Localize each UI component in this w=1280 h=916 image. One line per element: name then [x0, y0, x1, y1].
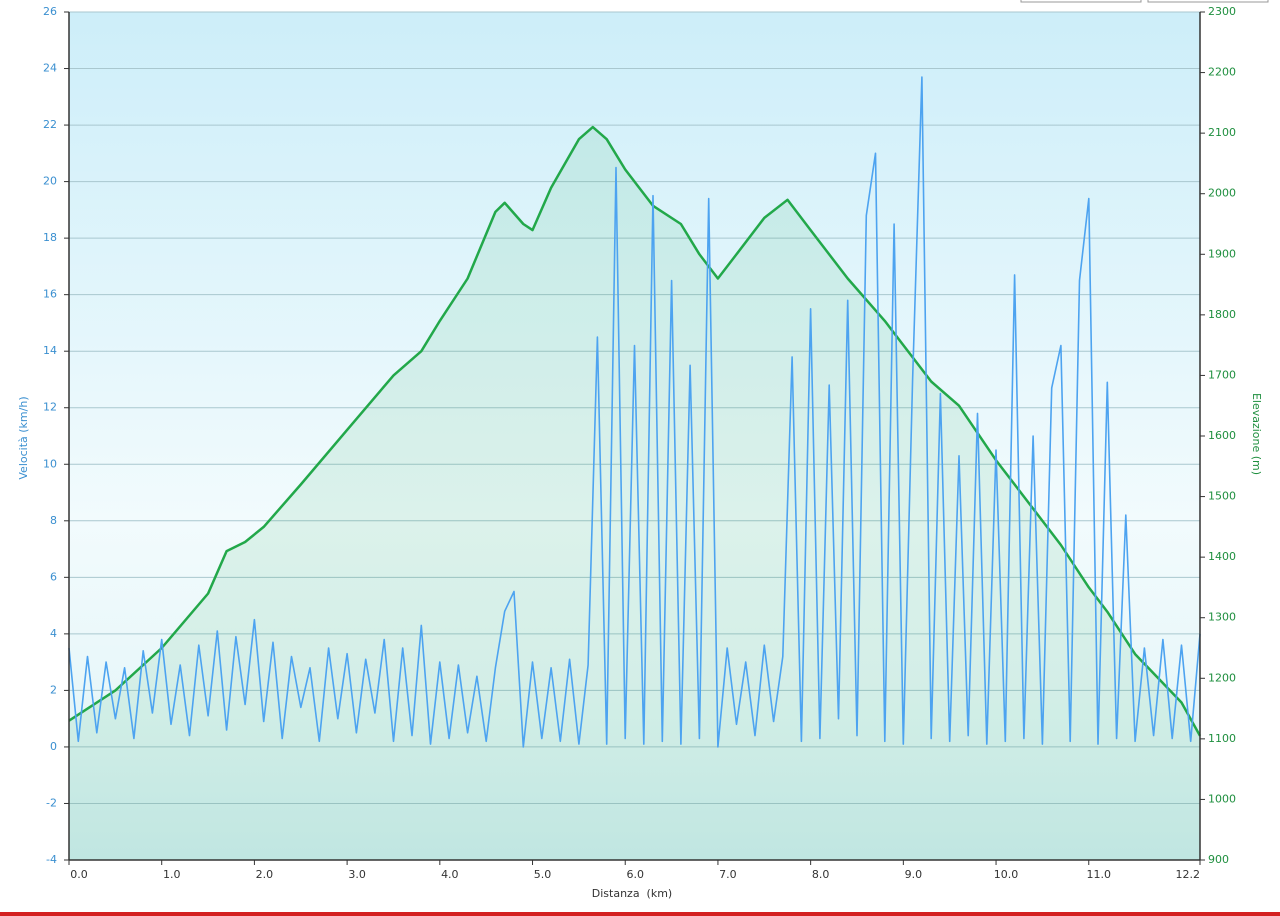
y-tick-label: -2	[46, 796, 57, 809]
y-tick-label: 4	[50, 627, 57, 640]
y-tick-label: 12	[43, 401, 57, 414]
toolbar-button[interactable]	[1147, 0, 1269, 3]
x-tick-label: 4.0	[441, 868, 459, 881]
x-tick-label: 3.0	[348, 868, 366, 881]
y2-axis-title: Elevazione (m)	[1250, 393, 1263, 475]
series-line	[68, 76, 1201, 748]
y-tick-label: 14	[43, 344, 57, 357]
y2-tick-label: 1900	[1208, 247, 1236, 260]
x-tick-label: 7.0	[719, 868, 737, 881]
y-tick-label: 16	[43, 288, 57, 301]
x-tick-label: 2.0	[256, 868, 274, 881]
area	[69, 127, 1200, 861]
x-tick-label: 1.0	[163, 868, 181, 881]
y2-tick-label: 1000	[1208, 792, 1236, 805]
x-tick-label: 5.0	[534, 868, 552, 881]
plot	[68, 76, 1202, 861]
y2-tick-label: 2200	[1208, 66, 1236, 79]
y2-tick-label: 1300	[1208, 611, 1236, 624]
y2-tick-label: 1500	[1208, 490, 1236, 503]
y-tick-label: 20	[43, 175, 57, 188]
y2-tick-label: 2300	[1208, 5, 1236, 18]
y-tick-label: 0	[50, 740, 57, 753]
x-tick-label: 8.0	[812, 868, 830, 881]
x-tick-label: 9.0	[905, 868, 923, 881]
y-tick-label: 2	[50, 683, 57, 696]
toolbar-button[interactable]	[1020, 0, 1142, 3]
x-tick-label: 10.0	[994, 868, 1019, 881]
y2-tick-label: 1100	[1208, 732, 1236, 745]
y-axis-title: Velocità (km/h)	[17, 396, 30, 479]
y2-tick-label: 1600	[1208, 429, 1236, 442]
y-tick-label: 10	[43, 457, 57, 470]
y2-tick-label: 1400	[1208, 550, 1236, 563]
y-tick-label: 26	[43, 5, 57, 18]
x-axis-title: Distanza (km)	[592, 887, 672, 900]
y-tick-label: 22	[43, 118, 57, 131]
x-tick-label: 12.2	[1176, 868, 1201, 881]
y2-tick-label: 1800	[1208, 308, 1236, 321]
y2-tick-label: 900	[1208, 853, 1229, 866]
y-tick-label: -4	[46, 853, 57, 866]
y2-tick-label: 1200	[1208, 671, 1236, 684]
axes: -4-2024681012141618202224269001000110012…	[43, 5, 1236, 881]
y-tick-label: 18	[43, 231, 57, 244]
y-tick-label: 6	[50, 570, 57, 583]
y2-tick-label: 1700	[1208, 368, 1236, 381]
x-tick-label: 11.0	[1087, 868, 1112, 881]
y2-tick-label: 2000	[1208, 187, 1236, 200]
y-tick-label: 8	[50, 514, 57, 527]
bottom-border	[0, 912, 1280, 916]
x-tick-label: 0.0	[70, 868, 88, 881]
y-tick-label: 24	[43, 62, 57, 75]
y2-tick-label: 2100	[1208, 126, 1236, 139]
x-tick-label: 6.0	[626, 868, 644, 881]
